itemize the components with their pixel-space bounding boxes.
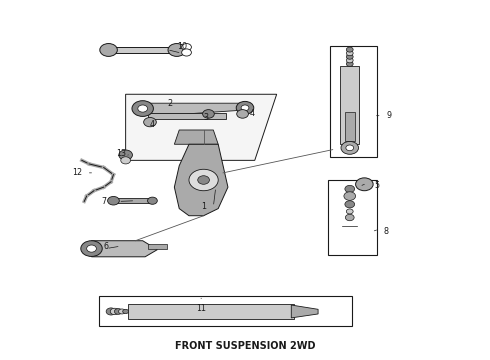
Circle shape <box>237 110 248 118</box>
Circle shape <box>346 62 353 66</box>
Circle shape <box>119 309 125 314</box>
Circle shape <box>87 245 97 252</box>
Text: 1: 1 <box>201 202 206 211</box>
Polygon shape <box>92 241 157 257</box>
Polygon shape <box>174 144 228 216</box>
Circle shape <box>138 105 147 112</box>
Text: 4: 4 <box>250 109 255 118</box>
Circle shape <box>189 169 218 191</box>
Circle shape <box>236 102 254 114</box>
Polygon shape <box>291 305 318 318</box>
Text: 8: 8 <box>384 227 389 236</box>
Circle shape <box>106 308 116 315</box>
Circle shape <box>345 201 355 208</box>
Circle shape <box>344 192 356 201</box>
Circle shape <box>121 157 130 164</box>
Text: 5: 5 <box>374 181 379 190</box>
Text: 10: 10 <box>177 41 187 50</box>
Bar <box>147 244 167 249</box>
Bar <box>345 112 355 141</box>
Circle shape <box>346 209 353 214</box>
Bar <box>340 66 360 144</box>
Circle shape <box>345 185 355 193</box>
Circle shape <box>147 197 157 204</box>
Circle shape <box>346 145 354 151</box>
Polygon shape <box>125 94 277 160</box>
Circle shape <box>100 44 117 57</box>
Circle shape <box>132 101 153 116</box>
Circle shape <box>119 150 132 160</box>
Bar <box>147 113 225 119</box>
Circle shape <box>198 176 209 184</box>
Text: 2: 2 <box>167 99 172 108</box>
Text: 4: 4 <box>150 120 155 129</box>
Circle shape <box>346 54 353 59</box>
Bar <box>109 47 177 53</box>
Circle shape <box>356 178 373 191</box>
Text: 7: 7 <box>101 197 106 206</box>
Bar <box>99 296 352 327</box>
Bar <box>330 46 376 157</box>
Circle shape <box>346 58 353 63</box>
Circle shape <box>144 117 156 127</box>
Circle shape <box>241 105 249 111</box>
Text: 13: 13 <box>116 149 126 158</box>
Text: 6: 6 <box>104 242 109 251</box>
Circle shape <box>168 44 186 57</box>
Circle shape <box>182 49 192 56</box>
Circle shape <box>108 197 119 205</box>
Text: FRONT SUSPENSION 2WD: FRONT SUSPENSION 2WD <box>175 342 315 351</box>
Circle shape <box>115 309 122 314</box>
Circle shape <box>202 110 214 118</box>
Circle shape <box>182 44 192 51</box>
Circle shape <box>345 214 354 221</box>
Polygon shape <box>143 103 245 114</box>
Text: 12: 12 <box>72 168 82 177</box>
Text: 9: 9 <box>386 111 392 120</box>
Circle shape <box>341 141 359 154</box>
Polygon shape <box>174 130 218 144</box>
Circle shape <box>122 309 128 314</box>
Bar <box>128 304 294 319</box>
Bar <box>114 198 152 203</box>
Circle shape <box>346 51 353 56</box>
Circle shape <box>346 47 353 52</box>
Text: 11: 11 <box>196 304 206 313</box>
Circle shape <box>110 308 119 315</box>
Bar <box>328 180 376 255</box>
Circle shape <box>81 241 102 256</box>
Text: 3: 3 <box>203 113 209 122</box>
